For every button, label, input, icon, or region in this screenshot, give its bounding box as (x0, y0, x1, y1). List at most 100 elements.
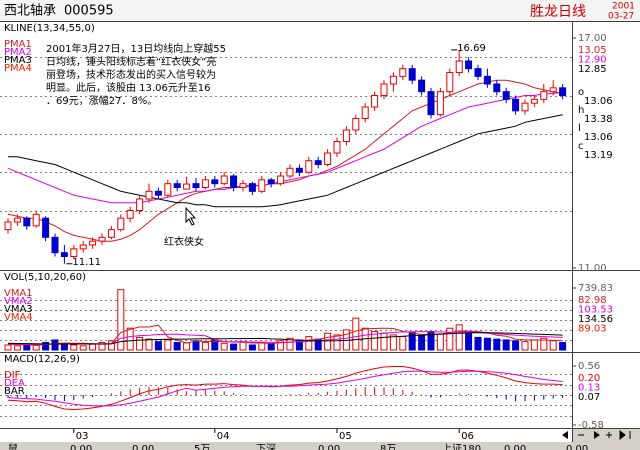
volume-bar (117, 289, 125, 351)
candle-body (60, 252, 68, 258)
candle-body (70, 248, 78, 257)
cursor-value: 13.19 (584, 150, 613, 161)
cursor-value: 13.06 (584, 96, 613, 107)
candle-body (267, 179, 275, 185)
candle-body (540, 91, 548, 100)
candle-body (192, 183, 200, 189)
legend-entry: PMA1 (4, 39, 32, 50)
volume-bar (380, 332, 388, 351)
volume-bar (230, 343, 238, 351)
cursor-letter: l (578, 123, 581, 134)
legend-entry: PMA4 (4, 63, 32, 74)
candle-body (32, 213, 40, 227)
ma-line (7, 366, 563, 411)
volume-bar (286, 337, 294, 351)
volume-bar (512, 340, 520, 351)
candle-body (295, 167, 303, 173)
volume-bar (220, 342, 228, 351)
candle-body (211, 179, 219, 185)
candle-body (389, 75, 397, 85)
annotation-line: 日均线，锤头阳线标志着“红衣侠女”亮 (46, 55, 216, 68)
chart-style: 胜龙日线 (530, 4, 586, 20)
candle-body (126, 210, 134, 219)
candle-body (361, 106, 369, 119)
volume-bar (305, 336, 313, 351)
volume-bar (371, 331, 379, 351)
candle-body (408, 68, 416, 81)
ma-line (7, 370, 563, 407)
legend-entry: VMA1 (4, 288, 33, 299)
marker-label: 红衣侠女 (164, 235, 204, 248)
volume-bar (98, 341, 106, 351)
status-bar (0, 442, 640, 450)
volume-bar (248, 344, 256, 351)
y-tick-label: 11.00 (578, 263, 607, 274)
current-value: 89.03 (578, 324, 607, 335)
x-tick-label: 03 (76, 431, 89, 442)
status-item: 0.00 (504, 444, 526, 450)
stock-code: 000595 (64, 4, 114, 19)
candle-body (258, 179, 266, 192)
candle-body (286, 167, 294, 177)
candle-body (239, 183, 247, 189)
current-value: 0.20 (578, 373, 600, 384)
candle-body (117, 217, 125, 231)
candle-body (183, 183, 191, 190)
volume-bar (455, 324, 463, 351)
ma-line (7, 332, 563, 345)
ma-line (7, 91, 563, 204)
volume-bar (502, 339, 510, 351)
candle-body (493, 83, 501, 93)
legend-entry: VMA3 (4, 304, 33, 315)
status-item: 下深 (256, 443, 276, 450)
candle-body (436, 91, 444, 116)
current-value: 13.05 (578, 45, 607, 56)
candle-body (107, 229, 115, 238)
current-value: 103.53 (578, 305, 613, 316)
y-tick-label: 17.00 (578, 33, 607, 44)
volume-bar (136, 336, 144, 351)
candle-body (145, 190, 153, 200)
candle-body (201, 179, 209, 188)
candle-body (136, 198, 144, 211)
candle-body (305, 160, 313, 173)
candle-body (427, 91, 435, 116)
legend-entry: PMA3 (4, 55, 32, 66)
volume-bar (42, 341, 50, 351)
panel-title: MACD(12,26,9) (4, 354, 80, 365)
current-value: 0.07 (578, 392, 600, 403)
status-item: 上证180 (442, 443, 481, 450)
candle-body (154, 190, 162, 196)
candle-body (530, 98, 538, 104)
volume-bar (483, 337, 491, 351)
candle-body (51, 236, 59, 254)
candle-body (13, 217, 21, 223)
status-item: 8万 (380, 444, 396, 450)
volume-bar (333, 334, 341, 351)
candle-body (465, 60, 473, 70)
candle-body (418, 79, 426, 93)
candle-body (4, 221, 12, 231)
volume-bar (559, 341, 567, 351)
current-value: 82.98 (578, 295, 607, 306)
date: 03-27 (608, 12, 634, 22)
candle-body (483, 75, 491, 85)
volume-bar (540, 337, 548, 351)
ma-line (8, 114, 563, 208)
volume-bar (154, 341, 162, 351)
status-item: 0.00 (132, 444, 154, 450)
annotation-line: 2001年3月27日，13日均线向上穿越55 (46, 42, 226, 55)
candle-body (342, 129, 350, 142)
candle-body (333, 141, 341, 154)
zoom-buttons[interactable] (578, 429, 631, 441)
legend-entry: VMA2 (4, 296, 33, 307)
candle-body (559, 87, 567, 97)
candle-body (248, 183, 256, 192)
candle-body (352, 118, 360, 131)
candle-body (277, 175, 285, 185)
candle-body (446, 72, 454, 93)
volume-bar (145, 338, 153, 351)
volume-bar (13, 345, 21, 351)
volume-bar (4, 344, 12, 351)
